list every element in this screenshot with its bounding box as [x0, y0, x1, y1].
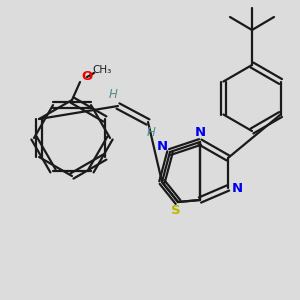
Text: H: H	[109, 88, 117, 101]
Text: N: N	[194, 127, 206, 140]
Text: H: H	[147, 127, 155, 140]
Text: O: O	[81, 70, 93, 83]
Text: S: S	[171, 205, 181, 218]
Text: N: N	[231, 182, 243, 194]
Text: CH₃: CH₃	[92, 65, 112, 75]
Text: N: N	[156, 140, 168, 154]
